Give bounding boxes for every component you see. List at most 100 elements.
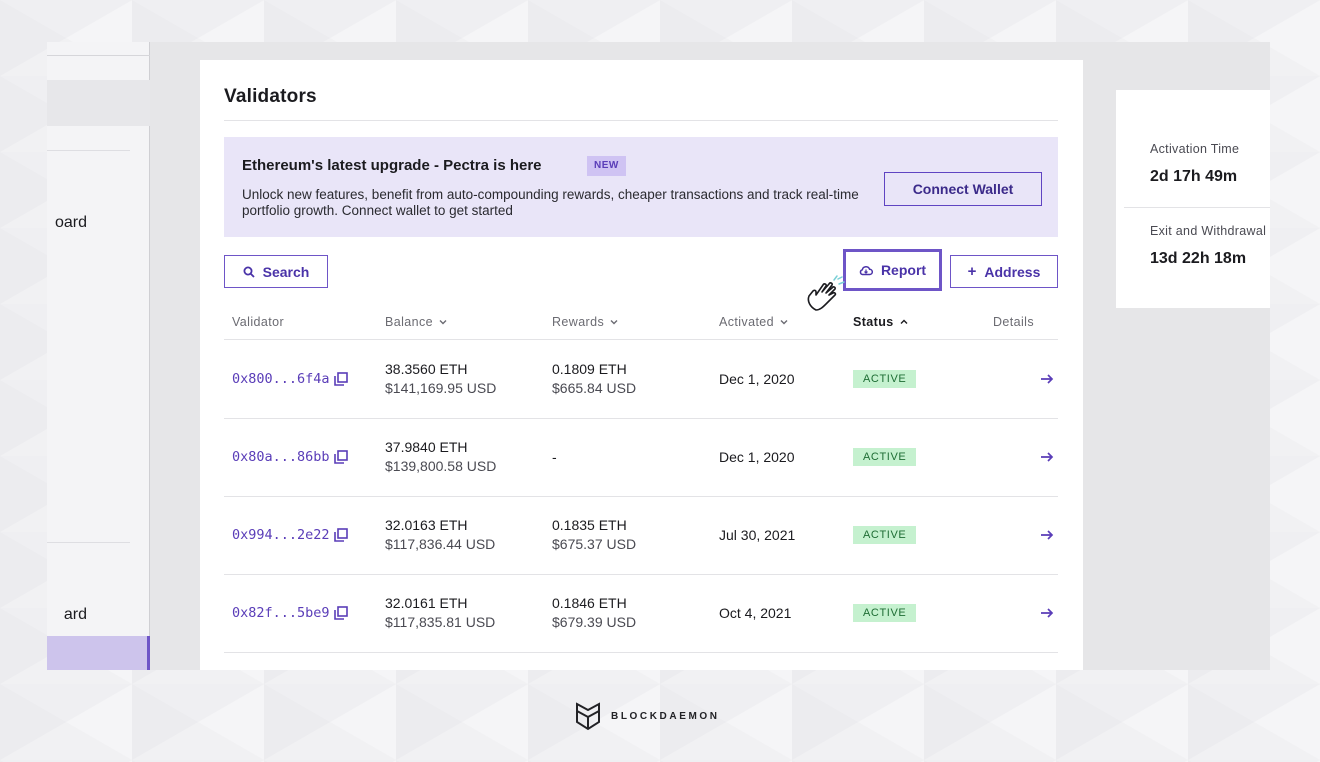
- balance-usd: $117,835.81 USD: [385, 614, 496, 630]
- blockdaemon-icon: [576, 702, 600, 731]
- chevron-down-icon: [780, 320, 788, 325]
- table-row[interactable]: 0x800...6f4a 38.3560 ETH $141,169.95 USD…: [224, 340, 1058, 418]
- sidebar-item-selected[interactable]: [47, 636, 150, 670]
- header-balance[interactable]: Balance: [385, 315, 447, 329]
- table-row[interactable]: 0x994...2e22 32.0163 ETH $117,836.44 USD…: [224, 496, 1058, 574]
- search-icon: [243, 266, 255, 278]
- balance-cell: 32.0163 ETH $117,836.44 USD: [385, 496, 495, 574]
- status-badge: ACTIVE: [853, 526, 917, 544]
- address-label: Address: [984, 263, 1041, 280]
- validator-cell: 0x994...2e22: [232, 496, 348, 574]
- activated-cell: Jul 30, 2021: [719, 496, 795, 574]
- header-label: Rewards: [552, 315, 605, 329]
- rewards-cell: 0.1809 ETH $665.84 USD: [552, 340, 636, 418]
- copy-icon[interactable]: [333, 372, 348, 386]
- activation-time-value: 2d 17h 49m: [1150, 168, 1238, 185]
- chevron-up-icon: [900, 319, 908, 324]
- status-cell: ACTIVE: [853, 340, 917, 418]
- validator-address[interactable]: 0x80a...86bb: [232, 449, 330, 465]
- balance-usd: $141,169.95 USD: [385, 380, 497, 396]
- copy-icon[interactable]: [333, 606, 348, 620]
- chevron-down-icon: [610, 320, 618, 325]
- table-row[interactable]: 0x82f...5be9 32.0161 ETH $117,835.81 USD…: [224, 574, 1058, 652]
- table-divider: [224, 339, 1058, 340]
- rewards-eth: 0.1846 ETH: [552, 595, 627, 611]
- blockdaemon-logo: BLOCKDAEMON: [575, 701, 720, 731]
- rewards-cell: 0.1835 ETH $675.37 USD: [552, 496, 636, 574]
- arrow-right-icon[interactable]: [1036, 446, 1058, 468]
- validator-cell: 0x80a...86bb: [232, 418, 348, 496]
- header-activated[interactable]: Activated: [719, 315, 788, 329]
- table-row[interactable]: 0x80a...86bb 37.9840 ETH $139,800.58 USD…: [224, 418, 1058, 496]
- header-label: Validator: [232, 315, 285, 329]
- activated-cell: Oct 4, 2021: [719, 574, 791, 652]
- arrow-right-icon[interactable]: [1036, 368, 1058, 390]
- connect-wallet-button[interactable]: Connect Wallet: [884, 172, 1042, 206]
- table-divider: [224, 496, 1058, 497]
- activated-date: Dec 1, 2020: [719, 370, 795, 387]
- status-badge: ACTIVE: [853, 604, 917, 622]
- header-details: Details: [993, 315, 1034, 329]
- banner-title: Ethereum's latest upgrade - Pectra is he…: [242, 157, 542, 174]
- status-cell: ACTIVE: [853, 496, 917, 574]
- validator-address[interactable]: 0x82f...5be9: [232, 605, 330, 621]
- timing-panel: Activation Time 2d 17h 49m Exit and With…: [1116, 90, 1270, 308]
- sidebar-divider: [47, 542, 130, 543]
- plus-icon: +: [967, 263, 977, 280]
- pectra-banner: Ethereum's latest upgrade - Pectra is he…: [224, 137, 1058, 237]
- pointer-hand-icon: [807, 275, 845, 311]
- validator-address[interactable]: 0x800...6f4a: [232, 371, 330, 387]
- balance-eth: 37.9840 ETH: [385, 439, 468, 455]
- sidebar-item-label: ard: [63, 606, 87, 623]
- balance-eth: 38.3560 ETH: [385, 361, 468, 377]
- brand-name: BLOCKDAEMON: [611, 710, 720, 722]
- report-button[interactable]: Report: [843, 249, 942, 291]
- add-address-button[interactable]: + Address: [950, 255, 1058, 288]
- activated-date: Dec 1, 2020: [719, 448, 795, 465]
- table-divider: [224, 652, 1058, 653]
- activated-date: Jul 30, 2021: [719, 526, 796, 543]
- rewards-eth: 0.1809 ETH: [552, 361, 627, 377]
- cloud-icon: [859, 266, 873, 276]
- balance-cell: 32.0161 ETH $117,835.81 USD: [385, 574, 495, 652]
- header-label: Details: [993, 315, 1035, 329]
- arrow-right-icon[interactable]: [1036, 524, 1058, 546]
- validator-address[interactable]: 0x994...2e22: [232, 527, 330, 543]
- header-status[interactable]: Status: [853, 315, 908, 329]
- sidebar-item-label: oard: [54, 214, 87, 231]
- copy-icon[interactable]: [333, 450, 348, 464]
- activation-time-label: Activation Time: [1150, 142, 1240, 156]
- balance-usd: $117,836.44 USD: [385, 536, 496, 552]
- sidebar-divider: [47, 55, 150, 56]
- panel-divider: [1124, 207, 1270, 208]
- activated-cell: Dec 1, 2020: [719, 340, 795, 418]
- status-badge: ACTIVE: [853, 448, 917, 466]
- sidebar-item-lower[interactable]: ard: [47, 606, 87, 624]
- arrow-right-icon[interactable]: [1036, 602, 1058, 624]
- status-badge: ACTIVE: [853, 370, 917, 388]
- sidebar-item-active[interactable]: [47, 80, 150, 126]
- rewards-usd: $675.37 USD: [552, 536, 637, 552]
- search-label: Search: [262, 263, 310, 280]
- title-divider: [224, 120, 1058, 121]
- activated-date: Oct 4, 2021: [719, 604, 792, 621]
- sidebar-divider: [47, 150, 130, 151]
- header-label: Activated: [719, 315, 775, 329]
- banner-text: Unlock new features, benefit from auto-c…: [242, 187, 859, 218]
- status-cell: ACTIVE: [853, 418, 917, 496]
- report-label: Report: [880, 262, 927, 278]
- exit-withdrawal-value: 13d 22h 18m: [1150, 250, 1247, 267]
- validator-cell: 0x800...6f4a: [232, 340, 348, 418]
- header-validator: Validator: [232, 315, 284, 329]
- copy-icon[interactable]: [333, 528, 348, 542]
- header-rewards[interactable]: Rewards: [552, 315, 618, 329]
- validator-cell: 0x82f...5be9: [232, 574, 348, 652]
- sidebar-item-dashboard[interactable]: oard: [47, 214, 87, 232]
- rewards-usd: $679.39 USD: [552, 614, 637, 630]
- activated-cell: Dec 1, 2020: [719, 418, 795, 496]
- page-title: Validators: [224, 86, 317, 107]
- search-button[interactable]: Search: [224, 255, 328, 288]
- validators-card: Validators Ethereum's latest upgrade - P…: [200, 60, 1083, 670]
- balance-cell: 38.3560 ETH $141,169.95 USD: [385, 340, 496, 418]
- rewards-cell: -: [552, 418, 557, 496]
